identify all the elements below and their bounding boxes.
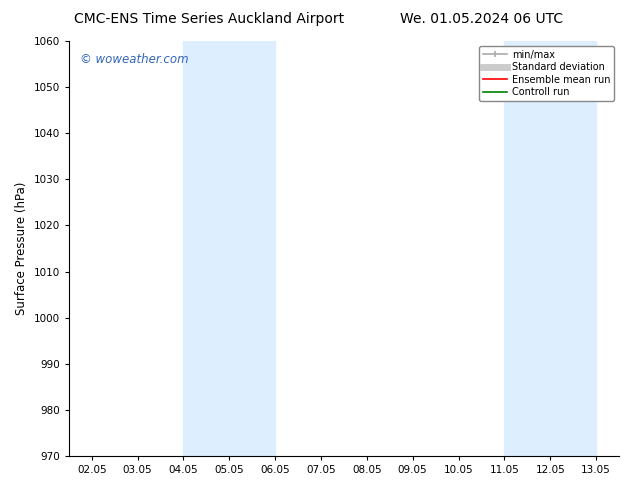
Text: CMC-ENS Time Series Auckland Airport: CMC-ENS Time Series Auckland Airport [74, 12, 344, 26]
Bar [183, 41, 275, 456]
Y-axis label: Surface Pressure (hPa): Surface Pressure (hPa) [15, 182, 28, 315]
Text: We. 01.05.2024 06 UTC: We. 01.05.2024 06 UTC [400, 12, 564, 26]
Legend: min/max, Standard deviation, Ensemble mean run, Controll run: min/max, Standard deviation, Ensemble me… [479, 46, 614, 101]
Bar [505, 41, 596, 456]
Text: © woweather.com: © woweather.com [80, 53, 188, 67]
